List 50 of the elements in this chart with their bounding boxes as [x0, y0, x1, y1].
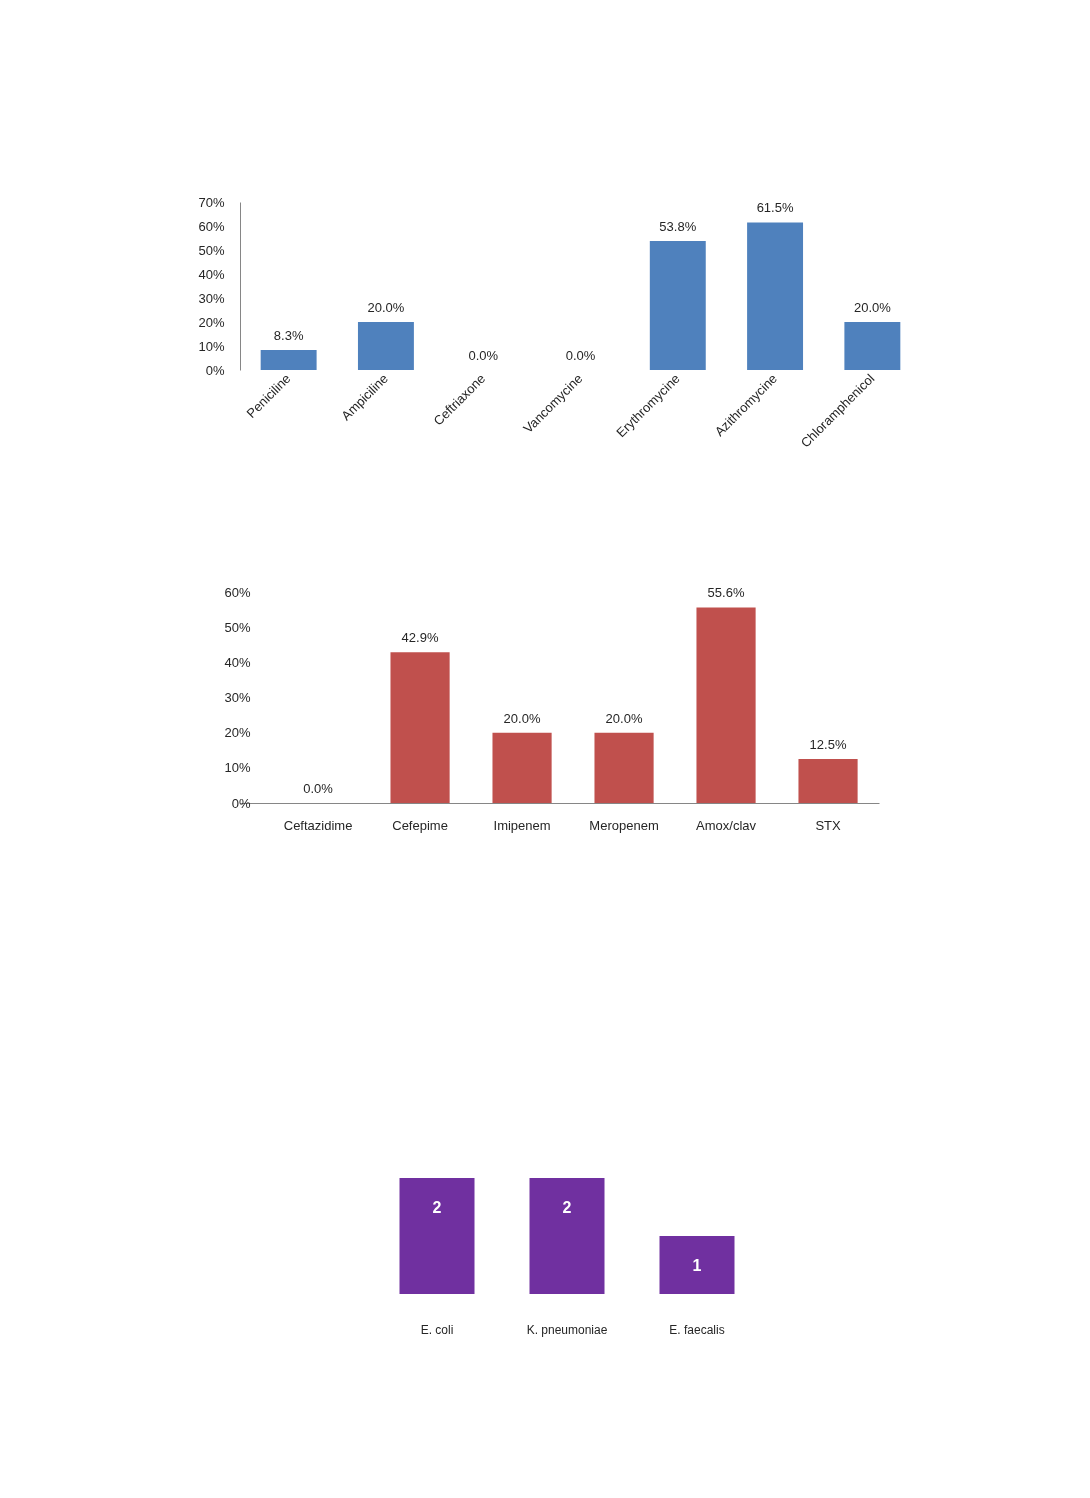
data-label: 2	[432, 1199, 442, 1216]
data-label: 53.8%	[659, 218, 697, 234]
data-label: 55.6%	[707, 585, 745, 601]
data-label: 0.0%	[565, 348, 596, 363]
y-tick-label: 60%	[224, 584, 251, 600]
data-label: 42.9%	[401, 630, 439, 646]
y-tick-label: 20%	[224, 725, 251, 741]
x-tick-label: Amox/clav	[696, 817, 757, 833]
bar	[594, 732, 654, 803]
bar	[260, 350, 317, 370]
data-label: 1	[692, 1257, 702, 1274]
data-label: 20.0%	[853, 300, 892, 315]
x-tick-label: K. pneumoniae	[526, 1322, 608, 1337]
x-tick-label: STX	[815, 817, 842, 833]
y-tick-label: 40%	[224, 654, 251, 670]
y-tick-label: 70%	[198, 194, 225, 210]
x-tick-label: Imipenem	[493, 817, 551, 833]
y-tick-label: 0%	[205, 362, 225, 378]
y-tick-label: 40%	[198, 266, 225, 282]
bar	[357, 322, 414, 370]
data-label: 20.0%	[367, 300, 405, 315]
bar	[492, 732, 552, 803]
bar	[798, 759, 858, 803]
data-label: 2	[562, 1199, 572, 1216]
bar	[747, 222, 804, 370]
data-label: 12.5%	[809, 737, 847, 753]
data-label: 20.0%	[503, 710, 541, 726]
y-tick-label: 10%	[224, 760, 251, 776]
y-tick-label: 60%	[198, 218, 225, 234]
data-label: 8.3%	[273, 328, 304, 344]
data-label: 0.0%	[303, 781, 334, 796]
x-tick-label: E. coli	[420, 1322, 454, 1337]
bar	[649, 240, 706, 370]
x-tick-label: Meropenem	[589, 817, 659, 833]
bar	[696, 607, 756, 803]
x-tick-label: E. faecalis	[669, 1322, 725, 1337]
bar	[390, 652, 450, 803]
data-label: 61.5%	[756, 200, 794, 216]
bar	[844, 322, 901, 370]
y-tick-label: 30%	[198, 290, 225, 306]
y-tick-label: 30%	[224, 690, 251, 705]
y-tick-label: 50%	[224, 619, 251, 635]
x-tick-label: Ceftazidime	[283, 817, 353, 833]
y-tick-label: 0%	[231, 795, 251, 811]
y-tick-label: 10%	[198, 338, 225, 354]
x-tick-label: Cefepime	[392, 817, 448, 833]
data-label: 0.0%	[468, 348, 499, 363]
data-label: 20.0%	[605, 710, 643, 726]
y-tick-label: 20%	[198, 314, 225, 330]
y-tick-label: 50%	[198, 242, 225, 258]
